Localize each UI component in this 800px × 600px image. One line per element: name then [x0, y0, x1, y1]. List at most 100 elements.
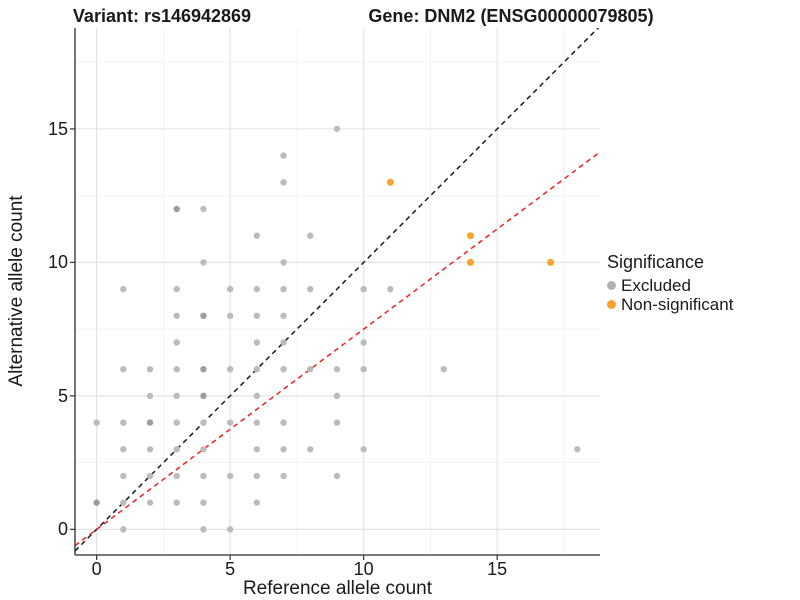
data-point-non-significant: [547, 258, 555, 266]
legend-title: Significance: [607, 252, 705, 272]
data-point-excluded: [280, 259, 287, 266]
data-point-excluded: [173, 285, 180, 293]
data-point-excluded: [93, 499, 100, 506]
data-point-excluded: [280, 312, 287, 319]
data-point-excluded: [173, 205, 180, 213]
y-tick-label: 5: [57, 385, 68, 406]
data-point-excluded: [280, 339, 287, 346]
data-point-excluded: [280, 419, 287, 426]
data-point-excluded: [200, 472, 207, 480]
data-point-excluded: [146, 472, 154, 480]
data-point-excluded: [280, 152, 287, 159]
data-point-excluded: [253, 339, 261, 346]
x-tick-label: 5: [225, 559, 236, 579]
data-point-excluded: [120, 365, 127, 373]
data-point-excluded: [200, 205, 207, 213]
y-axis-title: Alternative allele count: [6, 195, 27, 387]
data-point-excluded: [200, 419, 207, 426]
ratio-line: [75, 151, 600, 547]
y-tick-label: 0: [57, 519, 68, 540]
data-point-excluded: [146, 499, 154, 506]
data-point-excluded: [333, 392, 341, 400]
data-point-excluded: [253, 419, 261, 426]
data-point-excluded: [200, 526, 207, 533]
data-point-excluded: [120, 285, 127, 293]
legend-item-label: Non-significant: [621, 294, 734, 314]
data-point-excluded: [333, 472, 341, 480]
data-point-excluded: [200, 392, 207, 400]
data-point-excluded: [173, 446, 180, 453]
data-point-excluded: [200, 365, 207, 373]
data-point-excluded: [360, 365, 367, 373]
data-point-excluded: [440, 365, 447, 373]
data-point-excluded: [280, 365, 287, 373]
data-point-excluded: [146, 392, 154, 400]
data-point-excluded: [200, 499, 207, 506]
data-point-excluded: [200, 259, 207, 266]
data-point-excluded: [173, 419, 180, 426]
data-point-excluded: [226, 312, 234, 319]
data-point-excluded: [226, 419, 234, 426]
data-point-excluded: [200, 446, 207, 453]
data-point-excluded: [120, 419, 127, 426]
data-point-excluded: [307, 232, 314, 239]
data-point-excluded: [360, 339, 367, 346]
data-point-excluded: [333, 365, 341, 373]
data-point-excluded: [280, 446, 287, 453]
legend-item: Non-significant: [607, 295, 733, 314]
legend: Significance Excluded Non-significant: [607, 252, 733, 314]
legend-swatch-icon: [607, 281, 616, 290]
data-point-excluded: [93, 419, 100, 426]
data-point-excluded: [333, 125, 341, 133]
data-point-excluded: [253, 392, 261, 400]
data-point-excluded: [173, 365, 180, 373]
data-point-excluded: [360, 446, 367, 453]
data-point-excluded: [226, 285, 234, 293]
legend-items: Excluded Non-significant: [607, 276, 733, 314]
data-point-non-significant: [466, 258, 474, 266]
y-tick-label: 10: [47, 252, 68, 273]
data-point-excluded: [360, 285, 367, 293]
data-point-excluded: [307, 446, 314, 453]
data-point-excluded: [253, 232, 261, 239]
data-point-excluded: [146, 365, 154, 373]
data-point-excluded: [280, 285, 287, 293]
data-point-excluded: [200, 312, 207, 319]
data-point-excluded: [146, 446, 154, 453]
gene-title: Gene: DNM2 (ENSG00000079805): [368, 6, 654, 26]
data-point-excluded: [253, 312, 261, 319]
variant-title: Variant: rs146942869: [72, 6, 252, 26]
data-point-excluded: [173, 312, 180, 319]
legend-item-label: Excluded: [621, 275, 691, 295]
x-tick-label: 10: [353, 559, 374, 579]
data-point-excluded: [280, 472, 287, 480]
data-point-non-significant: [386, 178, 394, 186]
data-point-excluded: [333, 419, 341, 426]
data-point-excluded: [173, 392, 180, 400]
data-point-excluded: [307, 365, 314, 373]
data-point-excluded: [120, 472, 127, 480]
data-point-excluded: [120, 499, 127, 506]
data-point-excluded: [253, 285, 261, 293]
data-point-excluded: [226, 472, 234, 480]
x-tick-label: 0: [91, 559, 102, 579]
data-point-non-significant: [466, 232, 474, 240]
data-point-excluded: [226, 526, 234, 533]
legend-item: Excluded: [607, 276, 733, 295]
y-tick-label: 15: [47, 118, 68, 139]
identity-line: [75, 28, 600, 552]
data-point-excluded: [280, 179, 287, 186]
data-point-excluded: [146, 419, 154, 426]
data-point-excluded: [173, 472, 180, 480]
data-point-excluded: [253, 472, 261, 480]
data-point-excluded: [120, 526, 127, 533]
data-point-excluded: [173, 499, 180, 506]
x-tick-label: 15: [487, 559, 508, 579]
data-point-excluded: [120, 446, 127, 453]
x-axis-title: Reference allele count: [242, 578, 433, 599]
data-point-excluded: [574, 446, 581, 453]
data-point-excluded: [253, 365, 261, 373]
data-point-excluded: [226, 365, 234, 373]
